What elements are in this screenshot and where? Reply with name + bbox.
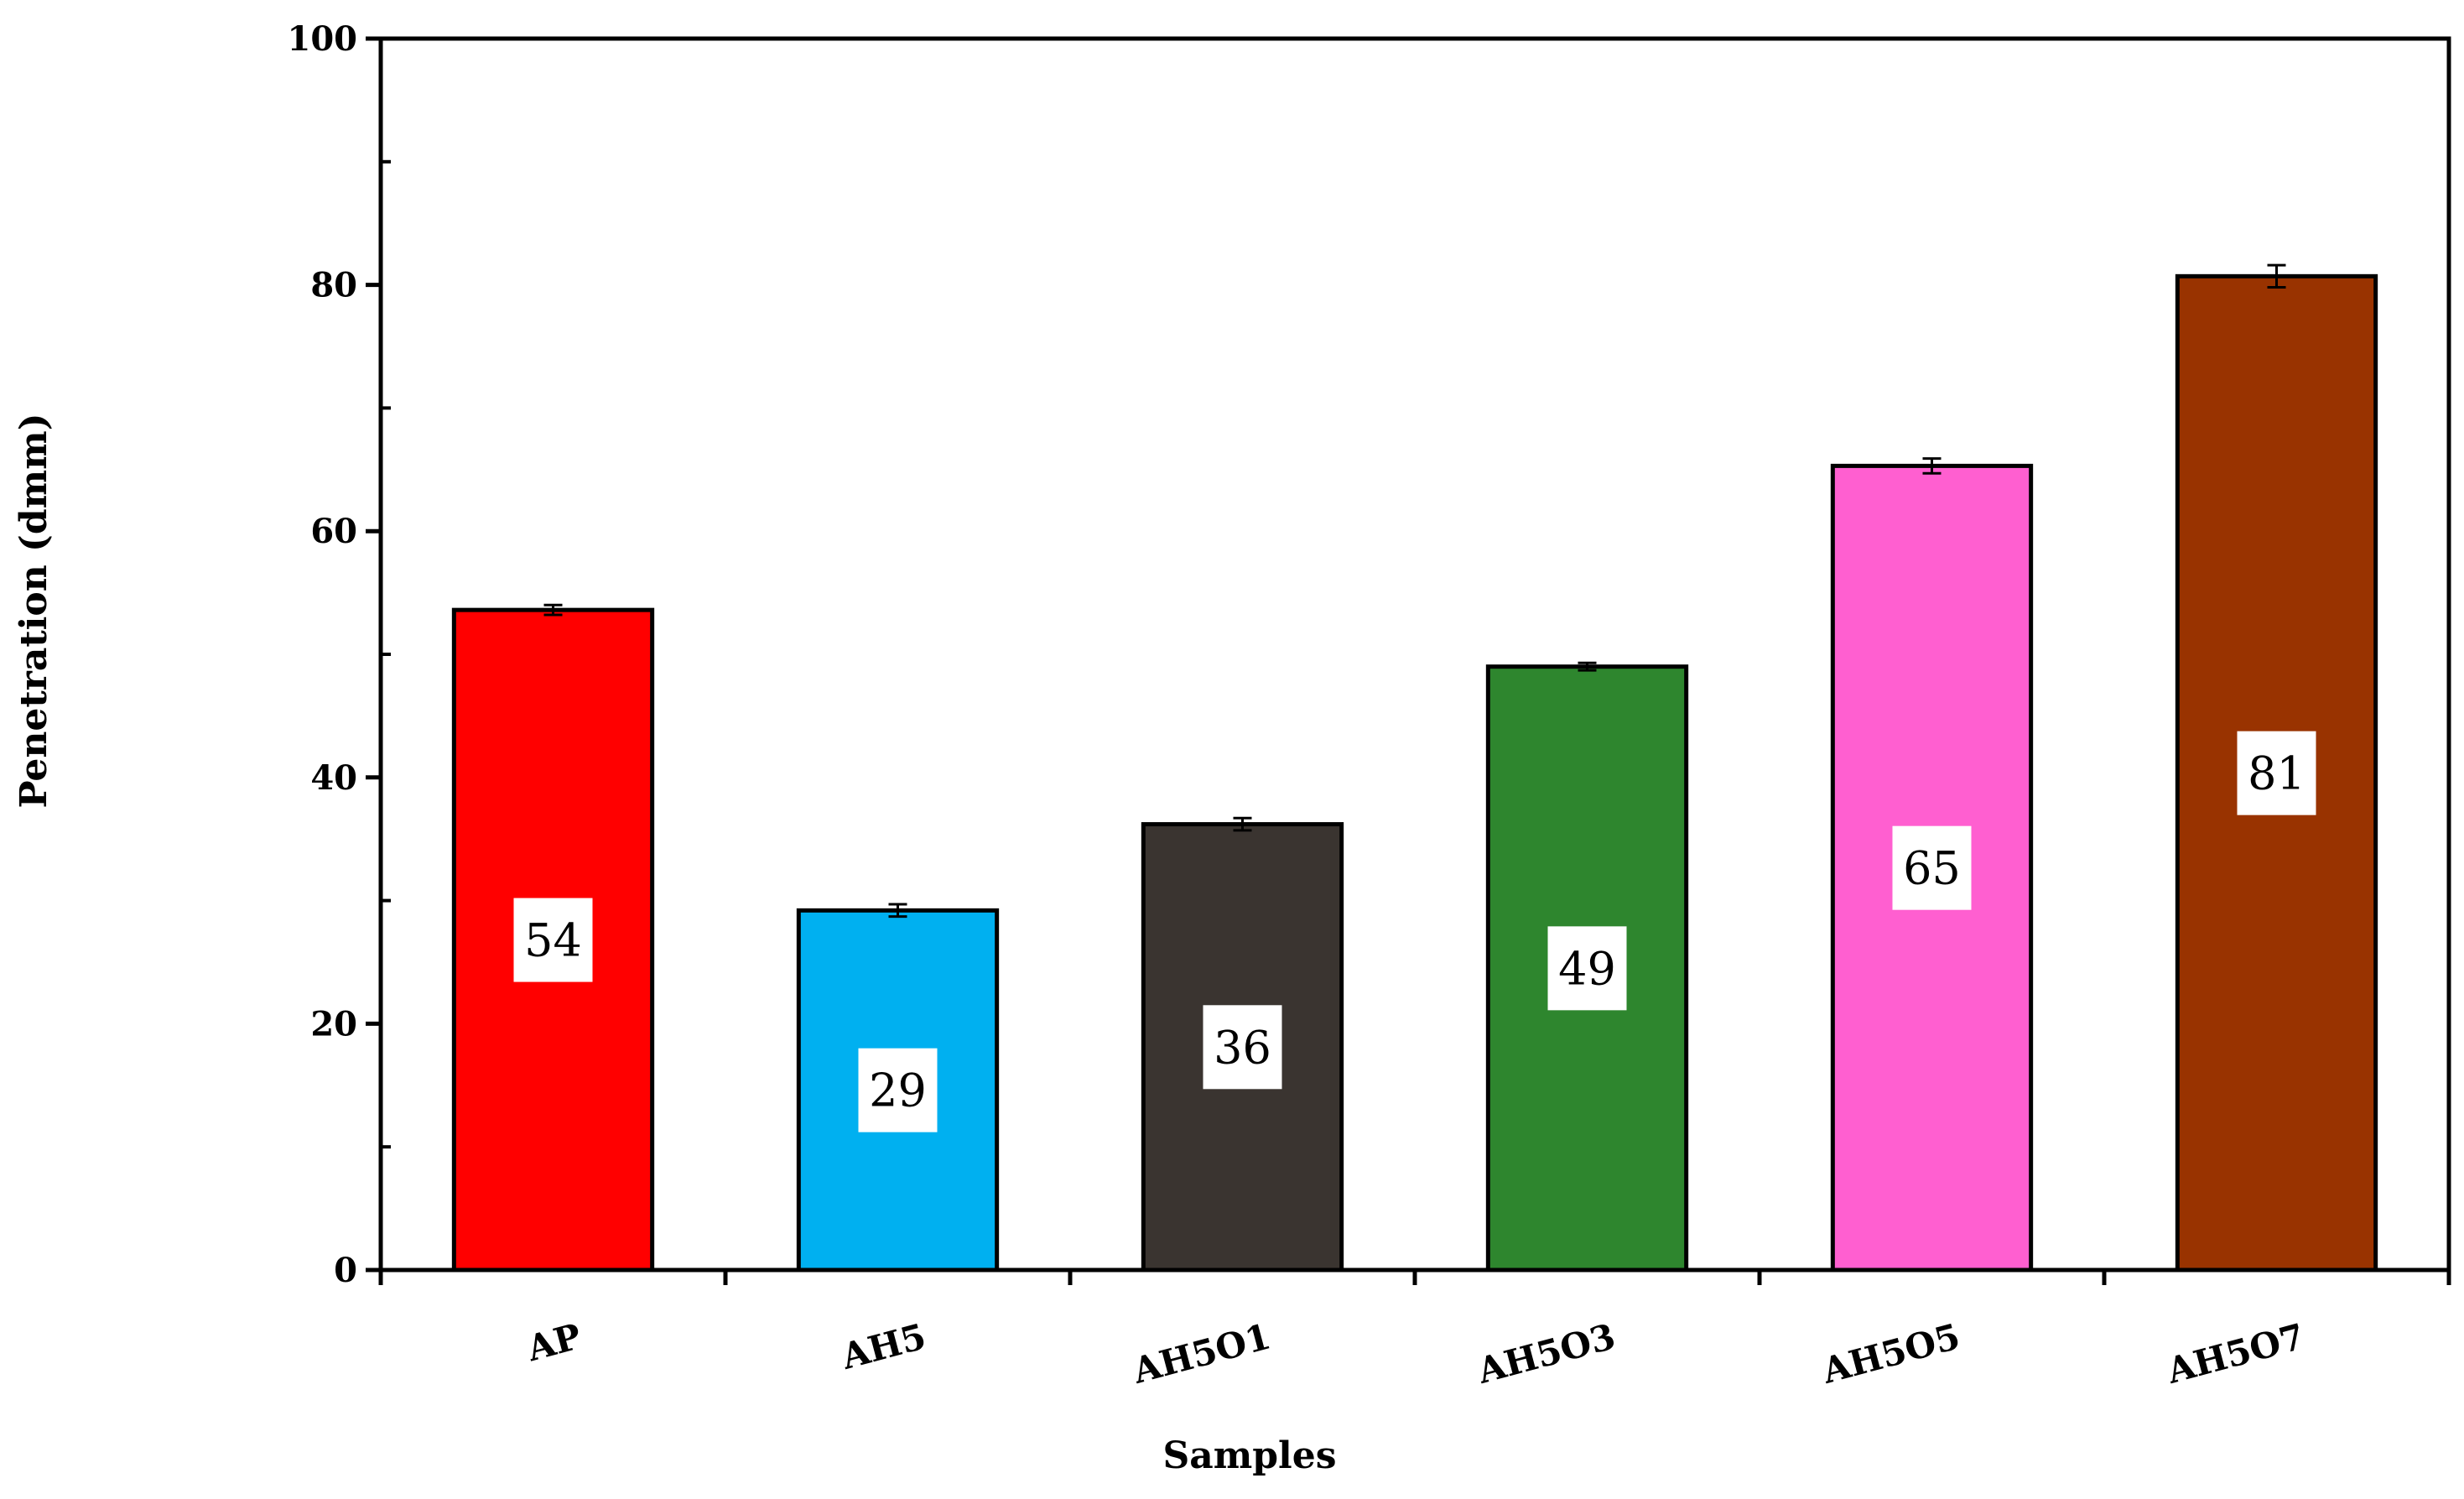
bars-layer: [451, 263, 2378, 1273]
error-bar-ah5o1: [1233, 816, 1252, 832]
value-label-text: 29: [869, 1064, 927, 1117]
value-label-text: 65: [1903, 842, 1961, 895]
x-tick-label-ap: AP: [522, 1315, 585, 1369]
y-tick-label: 60: [310, 512, 357, 551]
value-label-ah5o3: 49: [1547, 926, 1627, 1011]
plot-frame: [378, 36, 2451, 1273]
y-tick-label: 100: [288, 19, 358, 59]
y-tick-label: 20: [310, 1004, 357, 1044]
error-bar-ah5o5: [1922, 457, 1942, 475]
y-axis-title: Penetration (dmm): [13, 413, 55, 808]
x-tick-label-ah5o3: AH5O3: [1473, 1315, 1619, 1392]
y-tick-label: 80: [310, 266, 357, 305]
value-label-ah5o7: 81: [2237, 731, 2316, 815]
value-label-ah5o1: 36: [1203, 1005, 1282, 1090]
error-bar-ap: [543, 603, 563, 617]
error-bar-ah5o7: [2267, 263, 2286, 289]
error-bar-ah5o3: [1578, 661, 1597, 672]
value-label-text: 81: [2248, 747, 2305, 800]
error-bar-ah5: [888, 903, 907, 919]
y-tick-label: 0: [334, 1251, 357, 1290]
value-labels-layer: 54 29 36 49 65 81: [513, 731, 2316, 1132]
value-label-ah5o5: 65: [1892, 825, 1972, 910]
value-label-text: 36: [1214, 1021, 1271, 1074]
x-tick-label-ah5o1: AH5O1: [1128, 1315, 1275, 1392]
value-label-ap: 54: [513, 898, 593, 982]
y-tick-label: 40: [310, 758, 357, 798]
x-tick-label-ah5: AH5: [836, 1315, 930, 1377]
x-axis-title: Samples: [1162, 1434, 1336, 1477]
value-label-text: 49: [1558, 942, 1616, 995]
x-tick-label-ah5o5: AH5O5: [1817, 1315, 1964, 1392]
value-label-ah5: 29: [858, 1048, 938, 1132]
value-label-text: 54: [524, 914, 582, 967]
x-tick-label-ah5o7: AH5O7: [2162, 1315, 2309, 1392]
